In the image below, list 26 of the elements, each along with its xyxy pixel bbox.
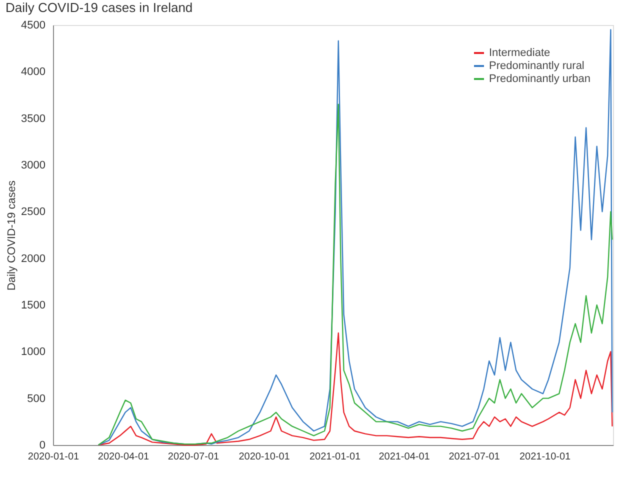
y-tick-label: 1500 — [21, 300, 46, 312]
y-tick-label: 2500 — [21, 206, 46, 218]
x-tick-label: 2020-01-01 — [28, 452, 80, 462]
line-series — [98, 29, 613, 446]
legend-label: Predominantly urban — [489, 73, 591, 85]
y-tick-label: 1000 — [21, 346, 46, 358]
y-axis-title: Daily COVID-19 cases — [6, 180, 18, 291]
y-tick-label: 4000 — [21, 66, 46, 78]
legend-label: Predominantly rural — [489, 60, 584, 72]
y-tick-label: 0 — [39, 440, 46, 452]
y-tick-label: 500 — [27, 392, 46, 405]
y-tick-label: 2000 — [21, 252, 46, 265]
x-tick-label: 2020-04-01 — [98, 452, 150, 462]
x-tick-label: 2020-07-01 — [168, 452, 220, 462]
y-tick-label: 3000 — [21, 160, 46, 172]
y-tick-label: 3500 — [21, 112, 46, 125]
legend-label: Intermediate — [489, 47, 550, 59]
y-tick-label: 4500 — [21, 20, 46, 32]
x-tick-label: 2021-04-01 — [378, 452, 430, 462]
x-tick-label: 2021-07-01 — [448, 452, 500, 462]
line-series — [98, 332, 613, 446]
x-tick-label: 2021-10-01 — [519, 452, 572, 462]
x-tick-label: 2020-10-01 — [238, 452, 290, 462]
x-tick-label: 2021-01-01 — [309, 452, 362, 462]
line-series — [98, 104, 613, 446]
chart-title: Daily COVID-19 cases in Ireland — [6, 0, 193, 15]
